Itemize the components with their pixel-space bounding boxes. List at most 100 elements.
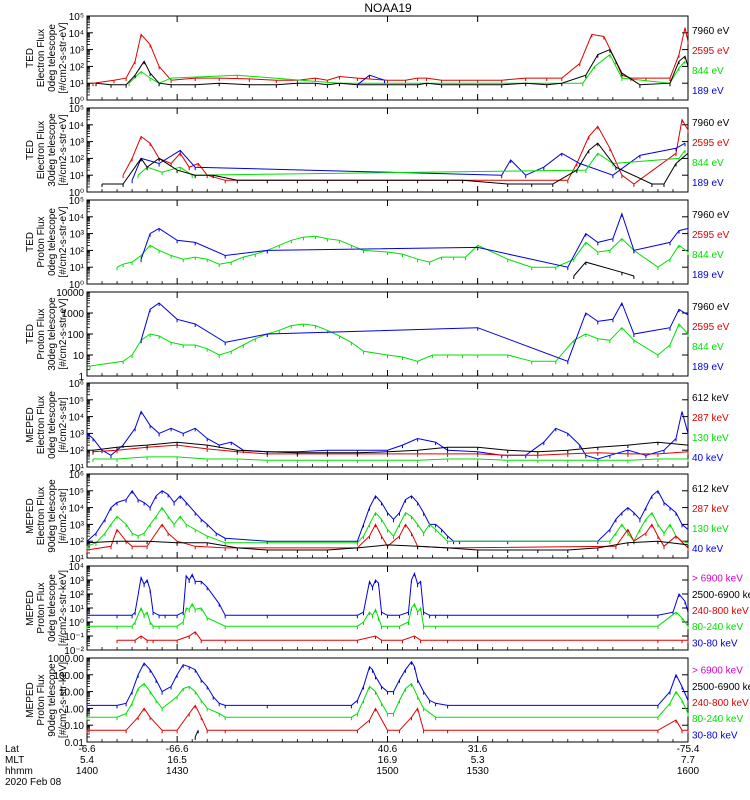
- legend-entry: 130 keV: [692, 524, 729, 535]
- x-tick-label-lat: -66.6: [166, 744, 189, 755]
- y-tick-label: 10³: [70, 520, 85, 531]
- y-axis-label-line: MEPED: [25, 407, 36, 443]
- y-axis-label-line: MEPED: [25, 498, 36, 534]
- series-line-green: [116, 235, 689, 268]
- y-axis-label-line: TED: [25, 232, 36, 252]
- y-tick-label: 100.00: [53, 671, 84, 682]
- y-tick-label: 1000.00: [48, 654, 85, 665]
- x-tick-label-lat: -75.4: [677, 744, 700, 755]
- y-axis-label-line: 0deg telescope: [47, 391, 58, 459]
- x-tick-label-lat: 40.6: [378, 744, 398, 755]
- y-axis-label-line: Proton Flux: [36, 674, 47, 725]
- y-axis-label-line: [#/cm2-s-str-eV]: [58, 22, 69, 93]
- y-axis-label-line: 90deg telescope: [47, 479, 58, 553]
- x-tick-label-hhmm: 1500: [376, 766, 399, 777]
- legend-entry: 612 keV: [692, 484, 729, 495]
- series-line-blue: [140, 301, 689, 362]
- panel-frame: [86, 107, 689, 193]
- y-tick-label: 0.10: [65, 721, 85, 732]
- y-axis-label-line: Proton Flux: [36, 216, 47, 267]
- y-tick-label: 10³: [70, 230, 85, 241]
- legend-entry: 30-80 keV: [692, 638, 738, 649]
- legend-entry: 612 keV: [692, 393, 729, 404]
- y-axis-label-line: [#/cm2-s-str-keV]: [58, 570, 69, 646]
- y-axis-label-line: MEPED: [25, 590, 36, 626]
- x-tick-label-mlt: 16.9: [378, 755, 398, 766]
- x-tick-label-mlt: 5.3: [471, 755, 485, 766]
- legend-entry: 2500-6900 keV: [692, 682, 750, 693]
- y-tick-label: 10: [73, 351, 85, 362]
- y-axis-label-line: 90deg telescope: [47, 663, 58, 737]
- y-axis-label-line: Proton Flux: [36, 308, 47, 359]
- legend-entry: 844 eV: [692, 66, 724, 77]
- x-tick-label-mlt: 7.7: [681, 755, 695, 766]
- panel-6: 10¹ 10² 10³ 10⁴ 10⁵ 10⁶ MEPED Electron Flux 90de…: [25, 470, 729, 565]
- panel-1: 10⁰ 10¹ 10² 10³ 10⁴ 10⁵ TED Electron Flux 0deg t…: [25, 12, 730, 107]
- y-tick-label: 10²: [70, 154, 85, 165]
- x-tick-label-hhmm: 1530: [467, 766, 490, 777]
- y-tick-label: 10³: [70, 576, 85, 587]
- y-tick-label: 10⁻¹: [64, 632, 84, 643]
- y-tick-label: 10⁵: [69, 12, 84, 23]
- y-tick-label: 10¹: [70, 463, 85, 474]
- legend-entry: 7960 eV: [692, 26, 730, 37]
- legend-entry: 240-800 keV: [692, 606, 749, 617]
- time-axis-row-label-hhmm: hhmm: [5, 766, 33, 777]
- legend-entry: 40 keV: [692, 453, 723, 464]
- x-tick-label-lat: 31.6: [468, 744, 488, 755]
- panel-5: 10¹ 10² 10³ 10⁴ 10⁵ 10⁶ MEPED Electron Flux 0deg…: [25, 379, 729, 474]
- legend-entry: 844 eV: [692, 158, 724, 169]
- x-tick-label-lat: -6.6: [78, 744, 96, 755]
- y-axis-label-line: Proton Flux: [36, 582, 47, 633]
- series-line-green: [86, 506, 689, 547]
- legend-entry: 2595 eV: [692, 322, 730, 333]
- x-tick-label-hhmm: 1400: [76, 766, 99, 777]
- series-line-red: [86, 523, 689, 551]
- y-tick-label: 0.01: [65, 738, 85, 749]
- y-tick-label: 10⁰: [69, 188, 84, 199]
- y-tick-label: 1000: [62, 309, 85, 320]
- y-tick-label: 10⁻²: [64, 646, 84, 657]
- y-tick-label: 1.00: [65, 704, 85, 715]
- y-axis-label-line: TED: [25, 48, 36, 68]
- panel-frame: [86, 291, 689, 377]
- y-tick-label: 10¹: [70, 79, 85, 90]
- y-tick-label: 10³: [70, 429, 85, 440]
- y-axis-label-line: Electron Flux: [36, 396, 47, 454]
- y-tick-label: 10000: [56, 288, 84, 299]
- y-axis-label-line: [#/cm2-s-str]: [58, 488, 69, 544]
- figure-title: NOAA19: [364, 1, 412, 15]
- legend-entry: 2500-6900 keV: [692, 590, 750, 601]
- legend-entry: 287 keV: [692, 413, 729, 424]
- panel-2: 10⁰ 10¹ 10² 10³ 10⁴ 10⁵ TED Electron Flux 30deg …: [25, 104, 730, 199]
- series-line-black: [92, 441, 689, 454]
- legend-entry: 844 eV: [692, 250, 724, 261]
- legend-entry: 189 eV: [692, 362, 724, 373]
- legend-entry: 7960 eV: [692, 118, 730, 129]
- legend-entry: 2595 eV: [692, 230, 730, 241]
- y-tick-label: 10⁰: [69, 96, 84, 107]
- series-line-green: [87, 682, 689, 718]
- y-tick-label: 10⁴: [69, 121, 84, 132]
- legend-entry: 189 eV: [692, 178, 724, 189]
- y-tick-label: 10⁵: [69, 396, 84, 407]
- series-line-blue: [140, 212, 689, 268]
- y-axis-label-line: [#/cm2-s-str-eV]: [58, 298, 69, 369]
- x-tick-label-hhmm: 1430: [166, 766, 189, 777]
- y-tick-label: 10⁵: [69, 104, 84, 115]
- y-axis-label-line: 30deg telescope: [47, 113, 58, 187]
- legend-entry: 240-800 keV: [692, 698, 749, 709]
- y-tick-label: 10.00: [59, 688, 84, 699]
- y-tick-label: 10¹: [70, 554, 85, 565]
- series-line-black: [95, 48, 689, 86]
- legend-entry: 189 eV: [692, 270, 724, 281]
- legend-entry: 2595 eV: [692, 138, 730, 149]
- panel-3: 10⁰ 10¹ 10² 10³ 10⁴ 10⁵ TED Proton Flux 0deg tel…: [25, 196, 730, 291]
- series-line-red: [92, 444, 689, 456]
- panel-8: 0.01 0.10 1.00 10.00 100.00 1000.00 MEPED Proto…: [25, 654, 750, 749]
- y-axis-label-line: 0deg telescope: [47, 24, 58, 92]
- time-axis-row-label-mlt: MLT: [5, 755, 24, 766]
- y-tick-label: 10¹: [70, 263, 85, 274]
- series-line-red: [117, 631, 688, 641]
